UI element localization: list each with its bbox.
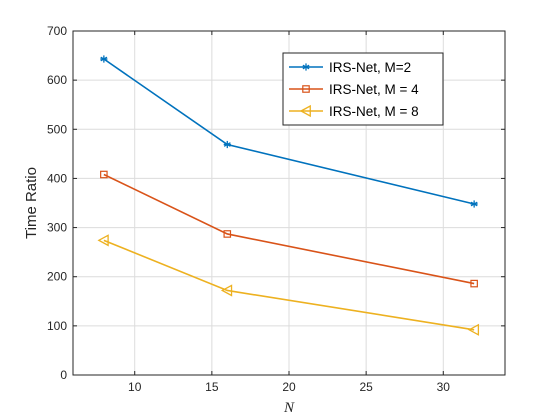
y-tick-label: 100 — [47, 319, 67, 333]
legend-marker — [299, 104, 311, 118]
y-tick-label: 300 — [47, 221, 67, 235]
legend: IRS-Net, M=2 IRS-Net, M = 4 IRS-Net, M = 8 — [282, 52, 444, 126]
x-tick-label: 20 — [282, 380, 296, 394]
series-3-point — [220, 284, 233, 297]
series-2 — [100, 170, 478, 288]
legend-entry-3: IRS-Net, M = 8 — [289, 104, 419, 119]
legend-marker — [302, 85, 310, 93]
series-3-point — [467, 323, 480, 336]
x-tick-label: 15 — [205, 380, 219, 394]
series-3-point — [97, 234, 109, 247]
series — [97, 55, 480, 336]
series-3 — [97, 234, 480, 336]
legend-label: IRS-Net, M = 8 — [329, 104, 419, 119]
series-2-point — [470, 279, 478, 288]
series-1-point — [100, 55, 108, 63]
legend-label: IRS-Net, M=2 — [329, 60, 411, 75]
x-tick-label: 10 — [128, 380, 142, 394]
legend-label: IRS-Net, M = 4 — [329, 82, 419, 97]
series-1 — [100, 55, 478, 208]
series-2-point — [223, 230, 232, 238]
x-tick-label: 30 — [437, 380, 451, 394]
series-3-line — [103, 239, 475, 331]
series-2-line — [103, 173, 475, 285]
series-1-point — [470, 200, 478, 208]
legend-entry-1: IRS-Net, M=2 — [289, 60, 411, 75]
y-tick-label: 400 — [47, 171, 67, 185]
y-tick-label: 600 — [47, 73, 67, 87]
y-axis-label: Time Ratio — [23, 167, 40, 239]
y-tick-label: 0 — [60, 368, 67, 382]
x-axis-label: N — [283, 400, 295, 416]
x-tick-label: 25 — [359, 380, 373, 394]
legend-marker — [302, 63, 310, 71]
y-tick-label: 700 — [47, 24, 67, 38]
series-2-point — [100, 170, 108, 179]
y-tick-label: 200 — [47, 270, 67, 284]
legend-entry-2: IRS-Net, M = 4 — [289, 82, 419, 97]
series-1-point — [223, 140, 231, 149]
y-tick-label: 500 — [47, 122, 67, 136]
